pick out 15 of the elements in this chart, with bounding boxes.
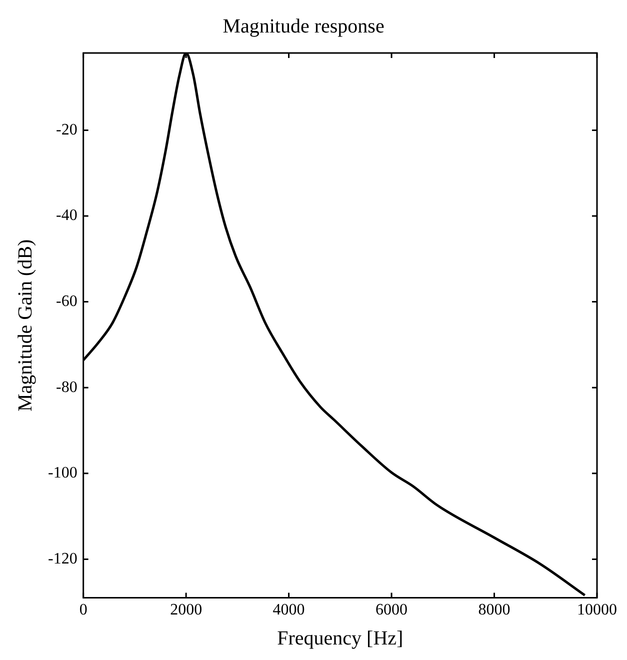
x-tick-label: 10000 [577, 602, 617, 619]
x-tick-label: 0 [79, 602, 88, 619]
y-tick-label: -40 [56, 207, 78, 224]
x-axis-title: Frequency [Hz] [277, 627, 404, 650]
y-tick-label: -100 [48, 464, 78, 482]
chart-title: Magnitude response [222, 15, 384, 38]
y-axis-title: Magnitude Gain (dB) [14, 239, 36, 412]
y-tick-label: -80 [56, 378, 78, 396]
x-tick-label: 2000 [170, 602, 202, 619]
y-tick-label: -60 [56, 293, 78, 310]
x-tick-label: 6000 [376, 602, 408, 619]
x-tick-label: 8000 [478, 602, 510, 619]
y-tick-label: -20 [56, 121, 78, 138]
y-tick-label: -120 [48, 550, 78, 568]
x-tick-label: 4000 [272, 602, 305, 619]
